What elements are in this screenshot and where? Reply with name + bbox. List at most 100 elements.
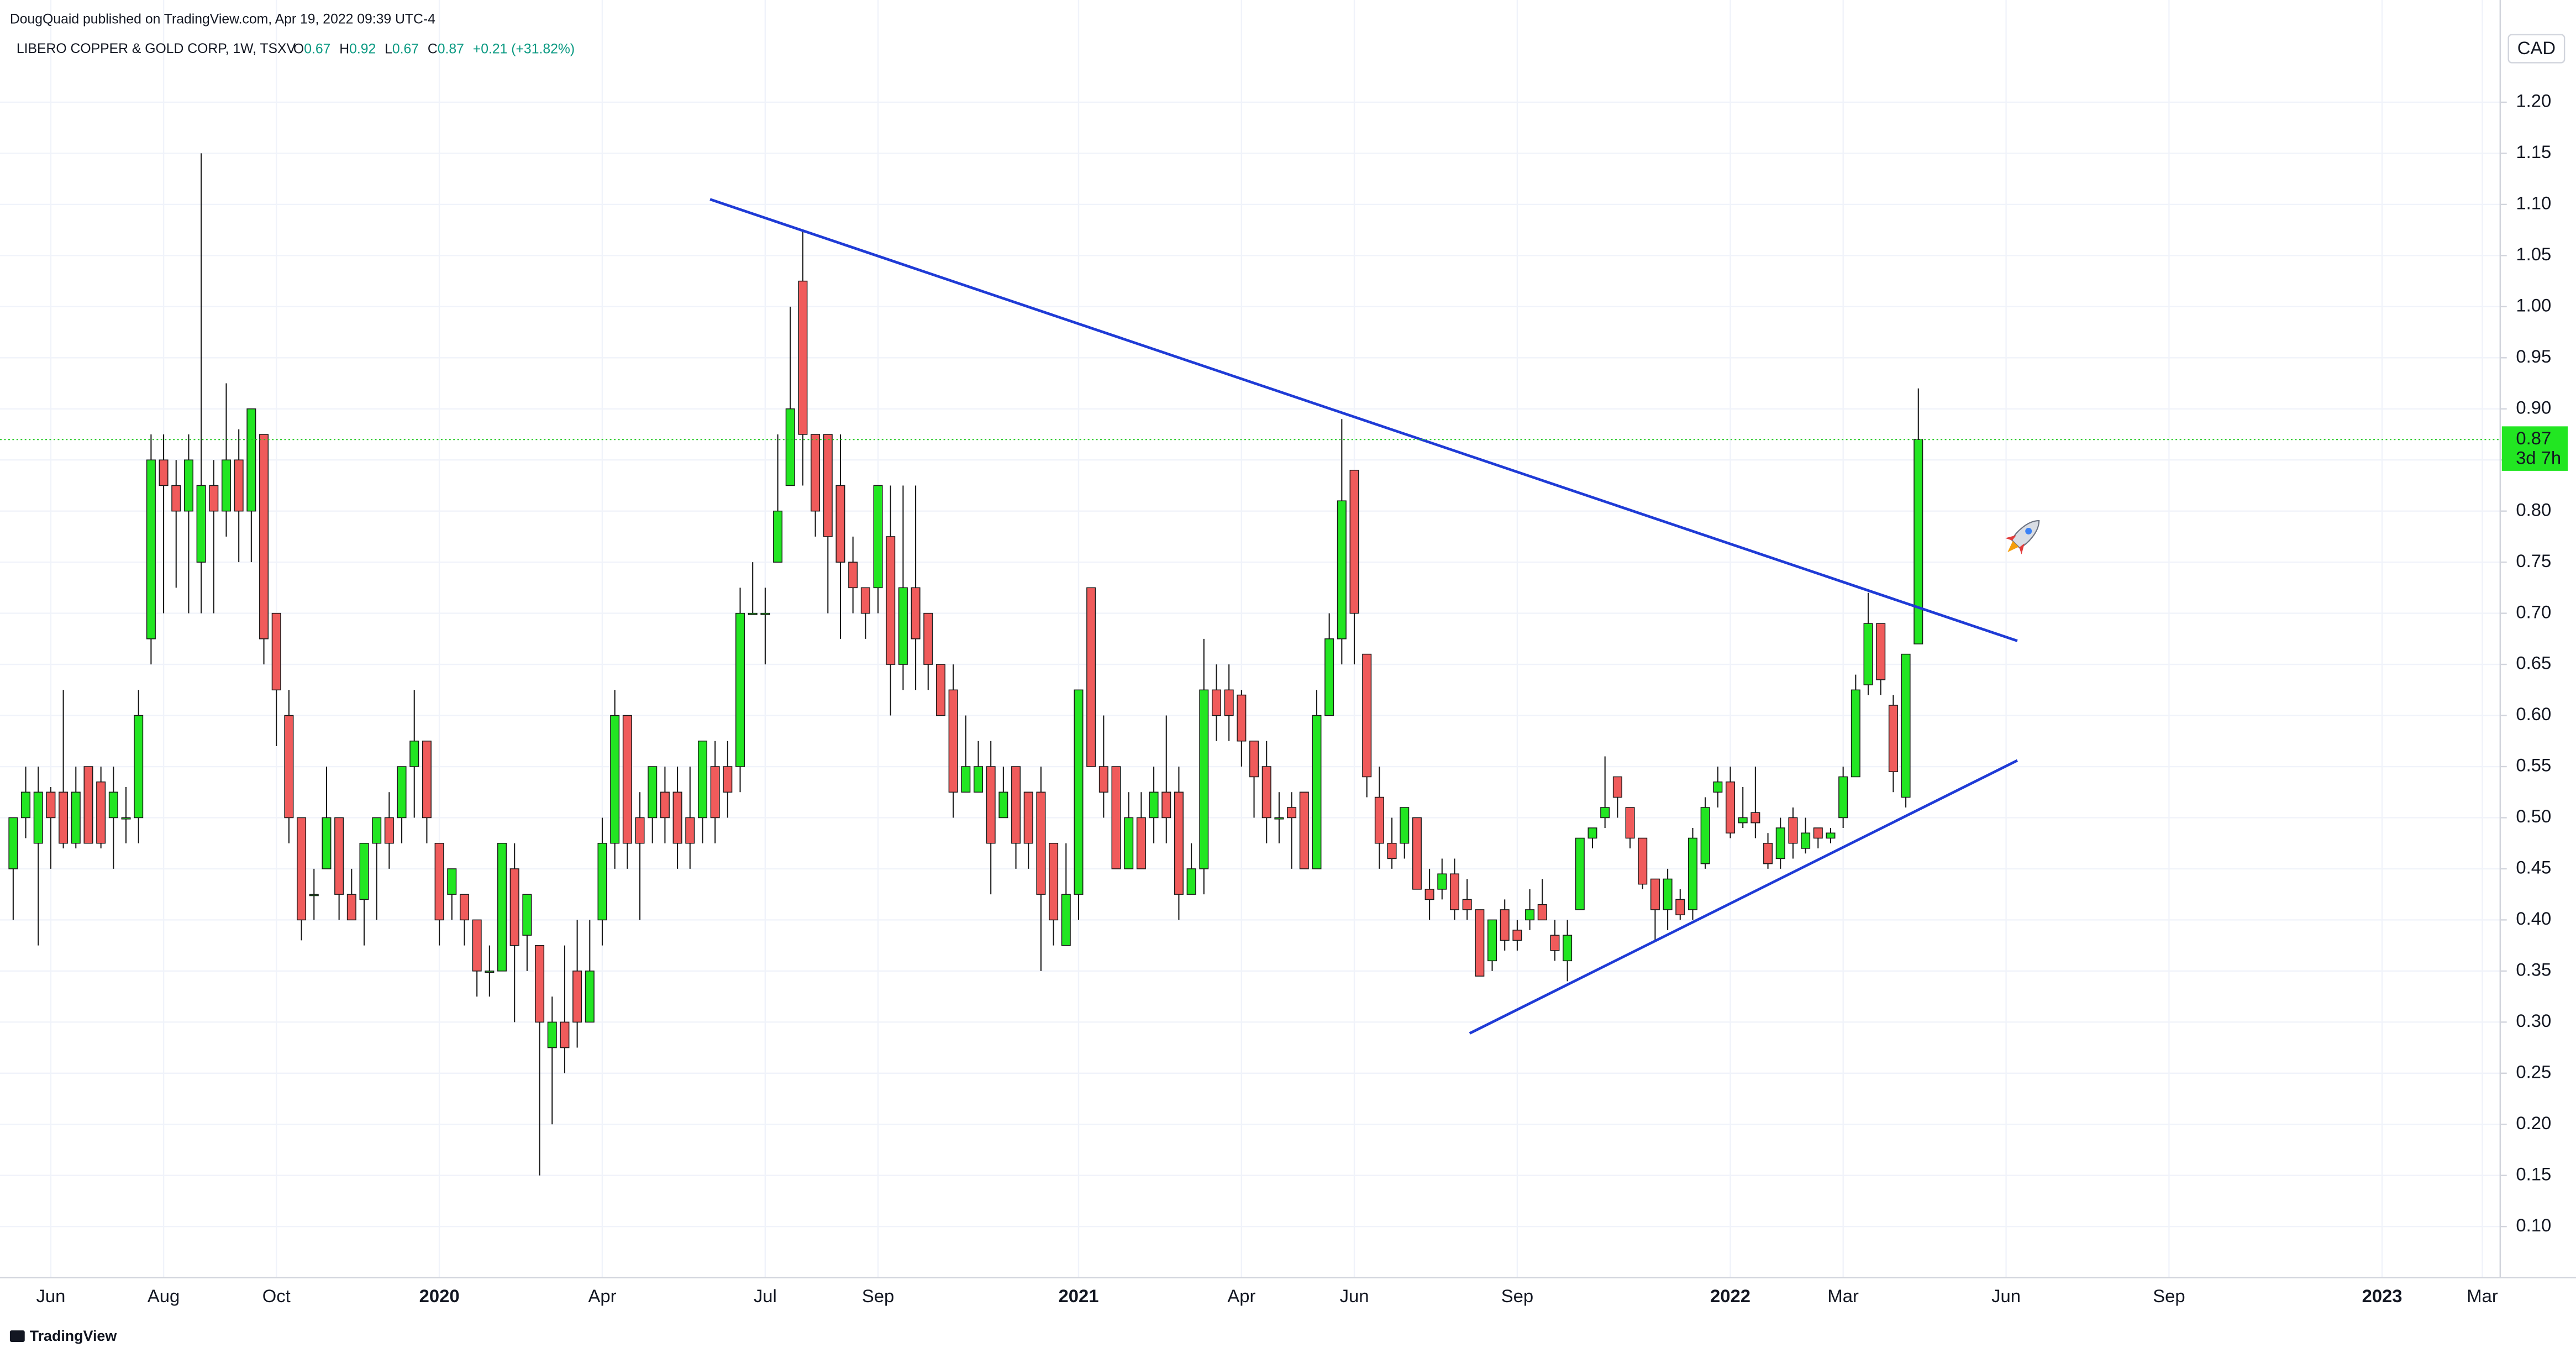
y-tick-label: 0.55 (2516, 755, 2551, 775)
legend-value: 0.92 (349, 41, 376, 56)
candle-body (823, 434, 833, 537)
x-tick-label: 2021 (1058, 1286, 1098, 1306)
x-tick-label: Jun (1340, 1286, 1369, 1306)
currency[interactable]: CAD (2517, 38, 2556, 58)
candle-body (1750, 812, 1760, 824)
legend-value: 0.67 (392, 41, 419, 56)
candle-body (1362, 653, 1372, 778)
candle-body (346, 894, 356, 921)
candle-body (1161, 791, 1171, 819)
candle-body (1274, 817, 1284, 820)
y-tick-label: 1.10 (2516, 193, 2551, 213)
change-label: +0.21 (+31.82%) (473, 41, 575, 56)
candle-body (1337, 500, 1347, 639)
candle-body (1863, 623, 1873, 685)
candle-body (1023, 791, 1033, 844)
x-tick-label: Mar (1827, 1286, 1859, 1306)
candle-body (685, 817, 695, 844)
time-axis-labels: Jun Aug Oct 2020 Apr Jul Sep 2021 Apr Jun Sep 2022 M… (36, 1286, 2498, 1306)
candle-body (309, 894, 319, 896)
candle-body (1700, 807, 1710, 864)
x-tick-label: 2023 (2362, 1286, 2402, 1306)
candle-body (246, 408, 256, 512)
x-tick-label: Aug (148, 1286, 180, 1306)
x-tick-label: Sep (1501, 1286, 1533, 1306)
y-tick-label: 1.05 (2516, 244, 2551, 264)
footer-brand: TradingView (30, 1328, 117, 1344)
candle-body (1650, 878, 1660, 910)
candle-body (572, 971, 582, 1023)
candle-body (108, 791, 118, 819)
rocket-icon (2005, 520, 2040, 555)
candle-body (1675, 899, 1685, 915)
x-tick-label: Jun (36, 1286, 65, 1306)
candle-body (221, 459, 231, 512)
candle-body (923, 612, 933, 665)
candle-body (146, 459, 156, 639)
price-label-box (2501, 426, 2568, 471)
ohlc-legend: O0.67 H0.92 L0.67 C0.87 +0.21 (+31.82%) (293, 41, 575, 56)
legend-value: 0.67 (304, 41, 330, 56)
countdown-label: 3d 7h (2516, 448, 2561, 468)
candle-body (1726, 781, 1736, 833)
candle-body (96, 781, 106, 844)
candle-body (735, 612, 745, 767)
x-tick-label: Sep (2153, 1286, 2185, 1306)
candle-body (773, 510, 783, 563)
y-tick-label: 0.80 (2516, 499, 2551, 520)
candle-body (635, 817, 645, 844)
candle-body (271, 612, 281, 691)
candle-body (535, 945, 545, 1023)
candle-body (1437, 873, 1447, 890)
candle-body (1913, 439, 1923, 644)
candle-body (1763, 842, 1773, 864)
candle-body (234, 459, 244, 512)
y-tick-label: 0.10 (2516, 1215, 2551, 1235)
candle-body (1237, 694, 1247, 742)
candle-body (597, 842, 607, 921)
candle-body (1663, 878, 1673, 910)
candle-body (485, 971, 495, 973)
candle-body (898, 587, 908, 665)
candle-body (1550, 935, 1560, 951)
candle-body (83, 766, 93, 844)
trend-line (1469, 759, 2018, 1035)
chart-title: LIBERO COPPER & GOLD CORP, 1W, TSXV (17, 41, 296, 56)
y-tick-label: 0.45 (2516, 857, 2551, 878)
candle-body (1512, 930, 1522, 941)
published-note: DougQuaid published on TradingView.com, … (10, 12, 435, 27)
y-tick-label: 0.30 (2516, 1010, 2551, 1031)
candle-body (1801, 832, 1811, 849)
y-tick-label: 0.25 (2516, 1061, 2551, 1082)
y-tick-label: 0.15 (2516, 1163, 2551, 1184)
x-tick-label: Apr (588, 1286, 616, 1306)
candle-body (1011, 766, 1021, 844)
candle-body (1876, 623, 1886, 680)
candle-body (334, 817, 344, 895)
candle-body (860, 587, 870, 614)
candle-body (1775, 827, 1785, 859)
candle-body (723, 766, 733, 793)
y-tick-label: 0.35 (2516, 959, 2551, 980)
currency-box[interactable] (2507, 34, 2566, 64)
plot-area (0, 153, 2500, 1176)
candle-body (672, 791, 682, 844)
y-tick-label: 0.60 (2516, 704, 2551, 724)
candle-body (509, 868, 519, 946)
candle-body (1813, 827, 1823, 839)
candle-body (748, 612, 758, 615)
candle-body (935, 664, 945, 716)
candle-body (1612, 776, 1622, 798)
candle-body (121, 817, 131, 820)
candle-body (1563, 935, 1573, 962)
y-tick-label: 0.90 (2516, 397, 2551, 417)
candle-body (848, 562, 858, 589)
candle-body (1850, 689, 1860, 778)
x-tick-label: Jun (1991, 1286, 2021, 1306)
candle-body (196, 485, 206, 563)
candle-body (409, 741, 419, 767)
candle-body (71, 791, 81, 844)
candle-body (1412, 817, 1422, 890)
candle-body (1124, 817, 1134, 869)
